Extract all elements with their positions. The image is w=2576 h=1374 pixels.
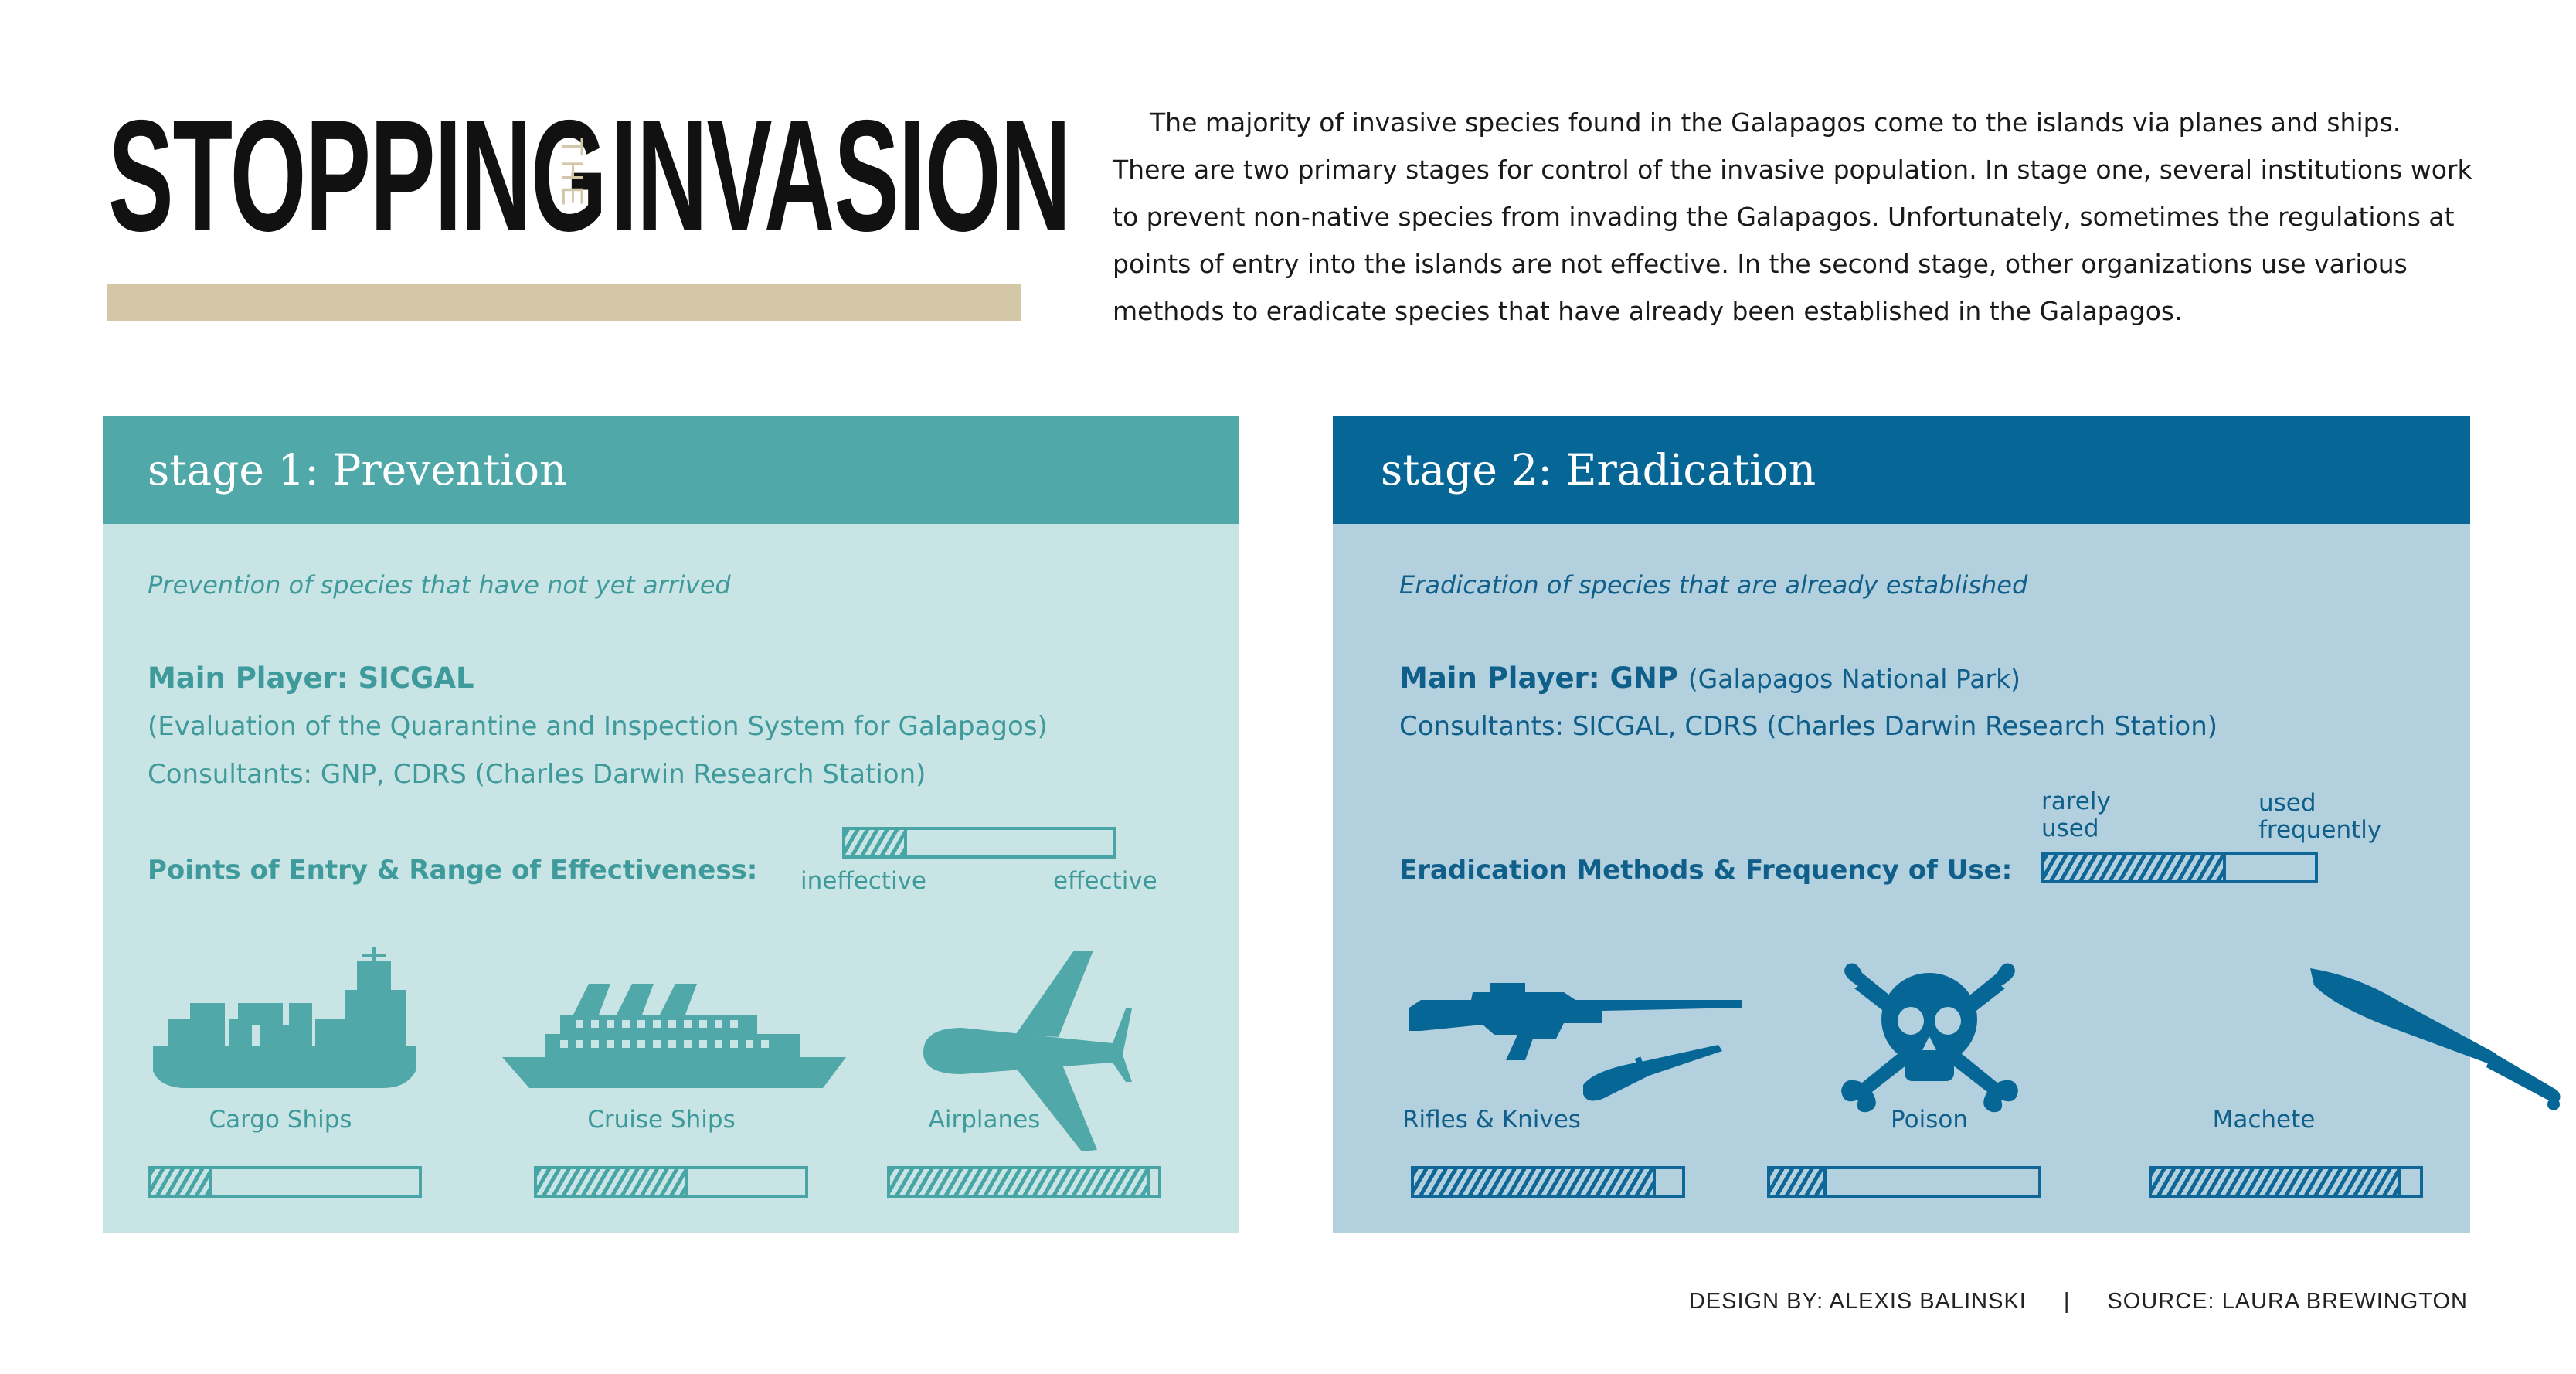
cruise-ship-icon	[502, 984, 846, 1088]
stage1-item-label: Airplanes	[928, 1106, 1041, 1134]
title-word-stopping: STOPPING	[108, 87, 607, 264]
stage2-item-bar-fill	[1770, 1169, 1827, 1195]
stage1-consultants: Consultants: GNP, CDRS (Charles Darwin R…	[148, 759, 926, 790]
stage1-header: stage 1: Prevention	[103, 416, 1239, 524]
stage1-item-bar-fill	[151, 1169, 213, 1195]
stage2-panel: stage 2: Eradication Eradication of spec…	[1333, 416, 2561, 1233]
stage1-legend-bar	[842, 827, 1116, 859]
intro-paragraph: The majority of invasive species found i…	[1113, 107, 2472, 326]
stage1-subtitle: Prevention of species that have not yet …	[148, 570, 731, 600]
stage2-legend-low: rarely used	[2041, 787, 2111, 842]
stage1-item-bar	[148, 1166, 422, 1198]
stage2-main-player: Main Player: GNP (Galapagos National Par…	[1399, 661, 2020, 695]
stage1-item-bar	[534, 1166, 808, 1198]
stage2-main-player-detail: (Galapagos National Park)	[1687, 664, 2021, 694]
stage2-item-label: Machete	[2212, 1106, 2316, 1134]
stage1-heading: Points of Entry & Range of Effectiveness…	[148, 855, 758, 886]
stage1-legend-low: ineffective	[800, 867, 926, 895]
title-word-the: THE	[556, 138, 588, 210]
stage2-item-label: Poison	[1891, 1106, 1968, 1134]
stage1-title: stage 1: Prevention	[148, 445, 567, 495]
footer-design: DESIGN BY: ALEXIS BALINSKI	[1688, 1289, 2027, 1314]
stage2-consultants: Consultants: SICGAL, CDRS (Charles Darwi…	[1399, 711, 2218, 742]
stage2-subtitle: Eradication of species that are already …	[1399, 570, 2028, 600]
stage1-item-label: Cargo Ships	[209, 1106, 352, 1134]
stage2-legend-fill	[2044, 855, 2226, 880]
stage1-legend-fill	[845, 830, 908, 855]
stage2-item-bar-fill	[1414, 1169, 1656, 1195]
stage1-item-label: Cruise Ships	[587, 1106, 736, 1134]
stage1-item-bar-fill	[890, 1169, 1151, 1195]
stage2-main-player-name: Main Player: GNP	[1399, 661, 1678, 695]
footer-separator: |	[2063, 1289, 2071, 1314]
airplane-icon	[923, 951, 1132, 1151]
stage2-heading: Eradication Methods & Frequency of Use:	[1399, 855, 2013, 886]
stage1-item-bar	[887, 1166, 1161, 1198]
stage1-main-player-detail: (Evaluation of the Quarantine and Inspec…	[148, 711, 1048, 742]
stage1-item-bar-fill	[537, 1169, 688, 1195]
stage2-header: stage 2: Eradication	[1333, 416, 2470, 524]
title-word-invasion: INVASION	[610, 87, 1071, 264]
cargo-ship-icon	[153, 947, 416, 1088]
rifle-knife-icon	[1409, 983, 1742, 1101]
stage1-legend-high: effective	[1053, 867, 1157, 895]
stage2-title: stage 2: Eradication	[1381, 445, 1816, 495]
stage1-panel: stage 1: Prevention Prevention of specie…	[103, 416, 1239, 1233]
machete-icon	[2310, 968, 2561, 1110]
stage2-item-label: Rifles & Knives	[1402, 1106, 1581, 1134]
stage2-item-bar-fill	[2152, 1169, 2402, 1195]
stage2-item-bar	[2149, 1166, 2423, 1198]
skull-crossbones-icon	[1841, 963, 2018, 1113]
footer-source: SOURCE: LAURA BREWINGTON	[2107, 1289, 2468, 1314]
stage2-legend-high: used frequently	[2258, 789, 2382, 844]
stage2-legend-bar	[2041, 852, 2318, 883]
stage2-item-bar	[1411, 1166, 1685, 1198]
stage1-main-player: Main Player: SICGAL	[148, 661, 474, 695]
footer-credits: DESIGN BY: ALEXIS BALINSKI | SOURCE: LAURA…	[1689, 1289, 2468, 1314]
stage2-item-bar	[1767, 1166, 2041, 1198]
title-underline-bar	[107, 284, 1021, 321]
